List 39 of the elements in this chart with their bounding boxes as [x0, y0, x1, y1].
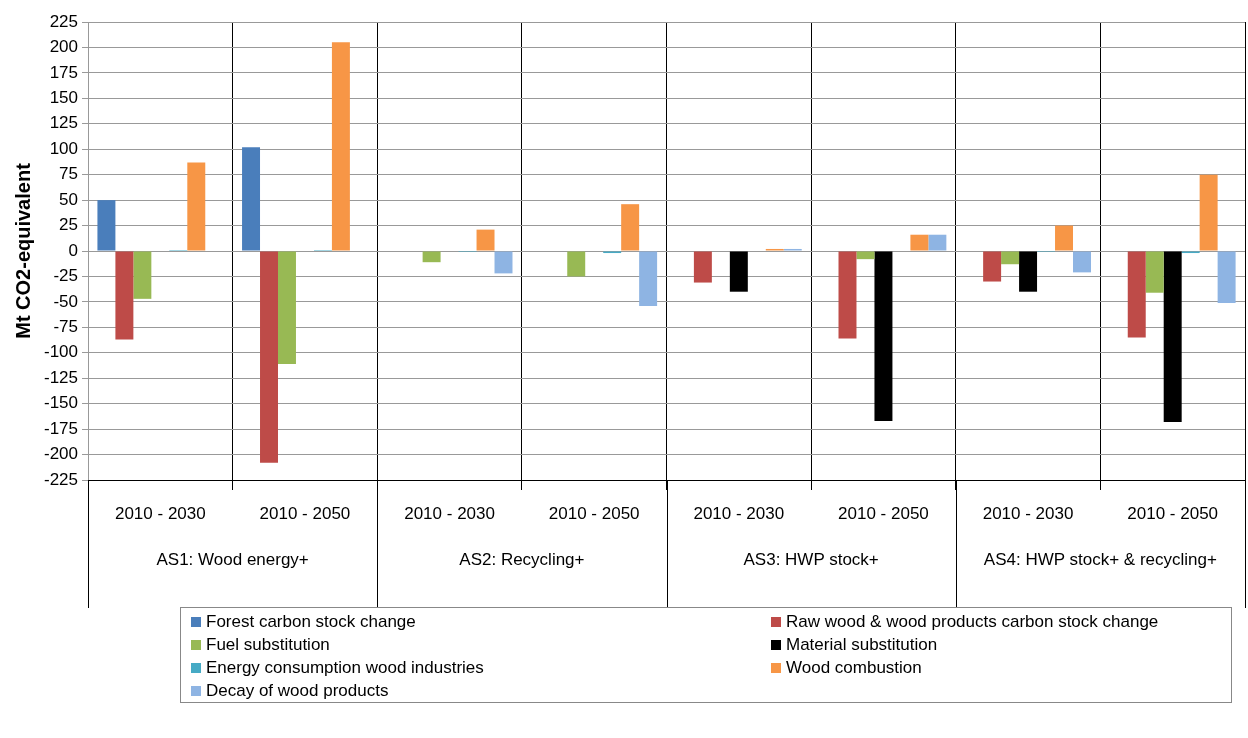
text: AS2: Recycling+	[459, 549, 585, 569]
y-tick-label: -225	[43, 469, 79, 489]
y-tick-label: 25	[59, 215, 79, 235]
text: AS3: HWP stock+	[743, 549, 879, 569]
x-tick-label: 2010 - 2050	[548, 503, 640, 523]
y-tick-label: 200	[49, 37, 79, 57]
x-tick-label: 2010 - 2030	[982, 503, 1074, 523]
y-tick-label: -25	[53, 266, 79, 286]
y-tick-label: 125	[49, 113, 79, 133]
y-tick-label: 100	[49, 138, 79, 158]
x-tick-label: 2010 - 2050	[259, 503, 351, 523]
y-tick-label: 175	[49, 62, 79, 82]
legend-label: Fuel substitution	[206, 634, 330, 656]
legend-label: Material substitution	[786, 634, 938, 656]
y-tick-label: 0	[68, 240, 79, 260]
y-tick-label: -125	[43, 367, 79, 387]
y-tick-label: -200	[43, 444, 79, 464]
legend-label: Decay of wood products	[206, 680, 389, 702]
legend-label: Raw wood & wood products carbon stock change	[786, 611, 1159, 633]
y-tick-label: -75	[53, 317, 79, 337]
y-tick-label: -50	[53, 291, 79, 311]
y-tick-label: -150	[43, 393, 79, 413]
y-tick-label: -100	[43, 342, 79, 362]
y-tick-label: 150	[49, 88, 79, 108]
legend-label: Forest carbon stock change	[206, 611, 416, 633]
y-axis-title: Mt CO2-equivalent	[11, 162, 34, 339]
y-tick-label: 75	[59, 164, 79, 184]
y-tick-label: 50	[59, 189, 79, 209]
text: AS4: HWP stock+ & recycling+	[983, 549, 1217, 569]
x-tick-label: 2010 - 2050	[1127, 503, 1219, 523]
y-tick-label: 225	[49, 11, 79, 31]
y-tick-label: -175	[43, 418, 79, 438]
text: AS1: Wood energy+	[156, 549, 309, 569]
legend-label: Energy consumption wood industries	[206, 657, 484, 679]
x-tick-label: 2010 - 2030	[114, 503, 206, 523]
x-tick-label: 2010 - 2030	[404, 503, 495, 523]
legend-label: Wood combustion	[786, 657, 922, 679]
x-tick-label: 2010 - 2030	[693, 503, 785, 523]
x-tick-label: 2010 - 2050	[838, 503, 929, 523]
